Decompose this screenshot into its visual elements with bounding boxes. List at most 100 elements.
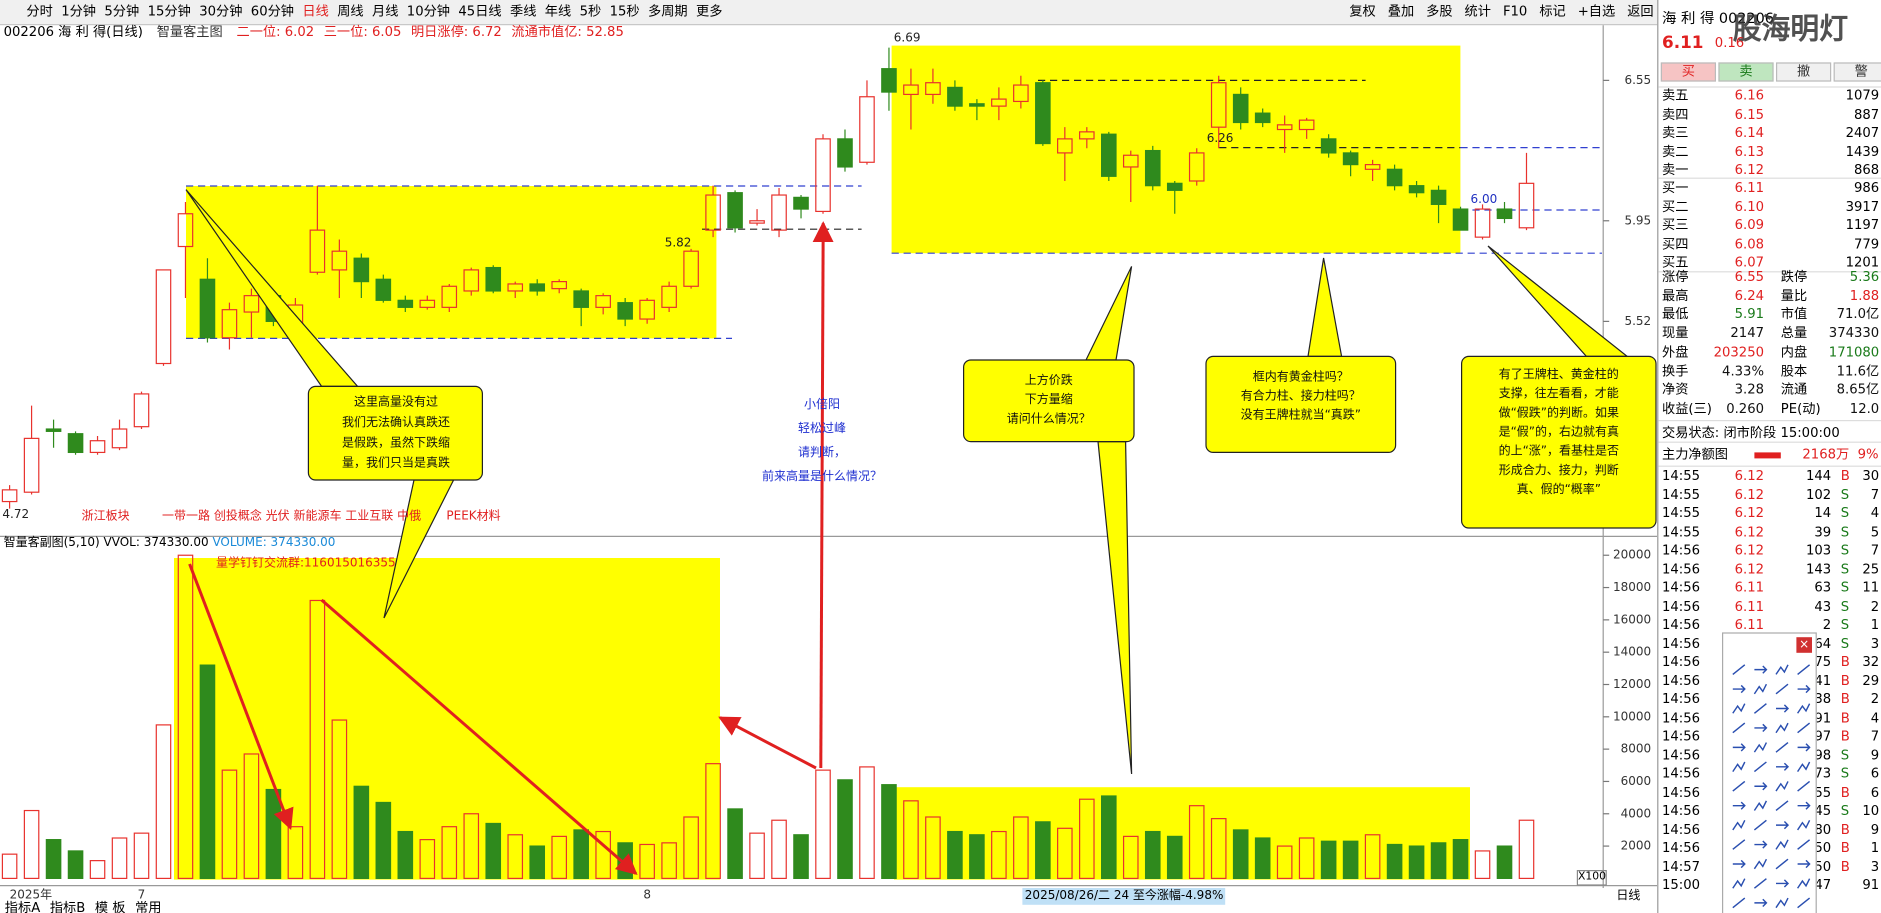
indicator-tab[interactable]: 常用 bbox=[135, 900, 162, 913]
tool-icon[interactable] bbox=[1753, 703, 1767, 714]
close-button[interactable]: × bbox=[1796, 637, 1813, 653]
tool-icon[interactable] bbox=[1754, 665, 1768, 674]
tool-icon[interactable] bbox=[1775, 858, 1789, 870]
tool-icon[interactable] bbox=[1797, 664, 1811, 675]
tool-icon[interactable] bbox=[1753, 819, 1767, 831]
tool-icon[interactable] bbox=[1775, 683, 1789, 695]
period-tab[interactable]: 5秒 bbox=[579, 3, 602, 20]
volume-bar bbox=[991, 830, 1007, 880]
period-tab[interactable]: 5分钟 bbox=[104, 3, 140, 20]
tool-icon[interactable] bbox=[1797, 859, 1811, 869]
period-tab[interactable]: 30分钟 bbox=[199, 3, 243, 20]
candle-body bbox=[1, 489, 18, 503]
period-tab[interactable]: 日线 bbox=[302, 3, 329, 20]
tool-icon[interactable] bbox=[1753, 683, 1768, 695]
tool-icon[interactable] bbox=[1797, 780, 1811, 792]
stat-value: 4.33% bbox=[1722, 363, 1765, 379]
period-tab[interactable]: 15分钟 bbox=[147, 3, 191, 20]
tool-icon[interactable] bbox=[1775, 722, 1789, 734]
tool-icon[interactable] bbox=[1753, 742, 1768, 753]
stat-label: 涨停 bbox=[1662, 268, 1689, 285]
volume-bar bbox=[45, 839, 62, 880]
tool-icon[interactable] bbox=[1732, 722, 1746, 734]
period-tab[interactable]: 年线 bbox=[544, 3, 572, 20]
tool-icon[interactable] bbox=[1732, 859, 1746, 869]
tool-icon[interactable] bbox=[1732, 801, 1746, 810]
tool-button[interactable]: 叠加 bbox=[1387, 3, 1415, 20]
tool-button[interactable]: 多股 bbox=[1426, 3, 1453, 20]
tool-button[interactable]: +自选 bbox=[1577, 3, 1616, 20]
tool-icon[interactable] bbox=[1732, 761, 1746, 772]
period-tab[interactable]: 分时 bbox=[26, 3, 53, 20]
tool-button[interactable]: 返回 bbox=[1627, 3, 1654, 20]
indicator-tab[interactable]: 指标B bbox=[49, 900, 86, 913]
tool-icon[interactable] bbox=[1776, 704, 1790, 713]
info-line: 002206 海 利 得(日线) 智量客主图 二一位: 6.02 三一位: 6.0… bbox=[4, 24, 624, 41]
trade-button[interactable]: 卖 bbox=[1718, 62, 1774, 82]
tool-icon[interactable] bbox=[1797, 897, 1811, 909]
period-tab[interactable]: 周线 bbox=[337, 3, 364, 20]
tool-icon[interactable] bbox=[1732, 684, 1746, 694]
period-tab[interactable]: 更多 bbox=[696, 3, 723, 20]
tool-button[interactable]: 统计 bbox=[1464, 3, 1491, 20]
tool-icon[interactable] bbox=[1797, 703, 1811, 714]
period-tab[interactable]: 1分钟 bbox=[61, 3, 96, 20]
period-tab[interactable]: 月线 bbox=[372, 3, 399, 20]
period-tab[interactable]: 60分钟 bbox=[250, 3, 294, 20]
tool-icon[interactable] bbox=[1797, 722, 1811, 734]
tool-icon[interactable] bbox=[1732, 839, 1746, 850]
tool-icon[interactable] bbox=[1797, 819, 1811, 831]
tool-icon[interactable] bbox=[1732, 897, 1746, 909]
tool-icon[interactable] bbox=[1753, 858, 1768, 870]
tool-icon[interactable] bbox=[1775, 741, 1789, 753]
trade-button[interactable]: 撤 bbox=[1776, 62, 1832, 82]
tool-icon[interactable] bbox=[1732, 819, 1746, 831]
trade-button[interactable]: 警 bbox=[1833, 62, 1881, 82]
book-volume: 887 bbox=[1854, 106, 1880, 122]
tool-icon[interactable] bbox=[1754, 782, 1768, 791]
period-tab[interactable]: 45日线 bbox=[458, 3, 502, 20]
tool-icon[interactable] bbox=[1754, 898, 1768, 907]
tool-icon[interactable] bbox=[1775, 897, 1789, 909]
tool-icon[interactable] bbox=[1753, 800, 1768, 811]
tool-icon[interactable] bbox=[1797, 743, 1811, 752]
indicator-tab[interactable]: 模 板 bbox=[94, 900, 126, 913]
tool-icon[interactable] bbox=[1754, 840, 1768, 849]
period-tab[interactable]: 10分钟 bbox=[406, 3, 451, 20]
book-label: 卖二 bbox=[1662, 143, 1689, 159]
trade-button[interactable]: 买 bbox=[1660, 62, 1717, 82]
period-tab[interactable]: 15秒 bbox=[609, 3, 640, 20]
zoom-label[interactable]: X100 bbox=[1576, 870, 1608, 886]
tool-icon[interactable] bbox=[1753, 761, 1767, 773]
tool-icon[interactable] bbox=[1776, 762, 1790, 771]
tool-button[interactable]: 标记 bbox=[1539, 3, 1566, 20]
trade-count: 9 bbox=[1870, 821, 1880, 838]
tool-icon[interactable] bbox=[1776, 821, 1790, 830]
tool-icon[interactable] bbox=[1775, 781, 1789, 792]
tool-icon[interactable] bbox=[1732, 743, 1746, 752]
tool-button[interactable]: F10 bbox=[1502, 3, 1528, 20]
tool-icon[interactable] bbox=[1754, 723, 1768, 733]
tool-icon[interactable] bbox=[1797, 878, 1811, 889]
trade-count: 29 bbox=[1862, 672, 1880, 689]
tool-icon[interactable] bbox=[1797, 839, 1811, 850]
tool-icon[interactable] bbox=[1797, 684, 1811, 694]
period-tab[interactable]: 季线 bbox=[510, 3, 537, 20]
tool-icon[interactable] bbox=[1775, 664, 1789, 675]
range-info: 2025/08/26/二 24 至今涨幅-4.98% bbox=[1022, 888, 1226, 905]
candle-body bbox=[419, 299, 436, 308]
tool-icon[interactable] bbox=[1797, 761, 1811, 772]
tool-button[interactable]: 复权 bbox=[1349, 3, 1376, 20]
tool-icon[interactable] bbox=[1753, 878, 1767, 889]
indicator-tab[interactable]: 指标A bbox=[4, 900, 41, 913]
tool-icon[interactable] bbox=[1775, 839, 1789, 850]
period-tab[interactable]: 多周期 bbox=[648, 3, 688, 20]
tool-icon[interactable] bbox=[1732, 664, 1746, 675]
tool-icon[interactable] bbox=[1775, 800, 1789, 812]
tool-icon[interactable] bbox=[1732, 780, 1746, 792]
tool-icon[interactable] bbox=[1776, 879, 1790, 888]
tool-icon[interactable] bbox=[1732, 878, 1746, 889]
volume-bar bbox=[1013, 816, 1029, 880]
tool-icon[interactable] bbox=[1732, 703, 1746, 714]
tool-icon[interactable] bbox=[1797, 801, 1811, 810]
